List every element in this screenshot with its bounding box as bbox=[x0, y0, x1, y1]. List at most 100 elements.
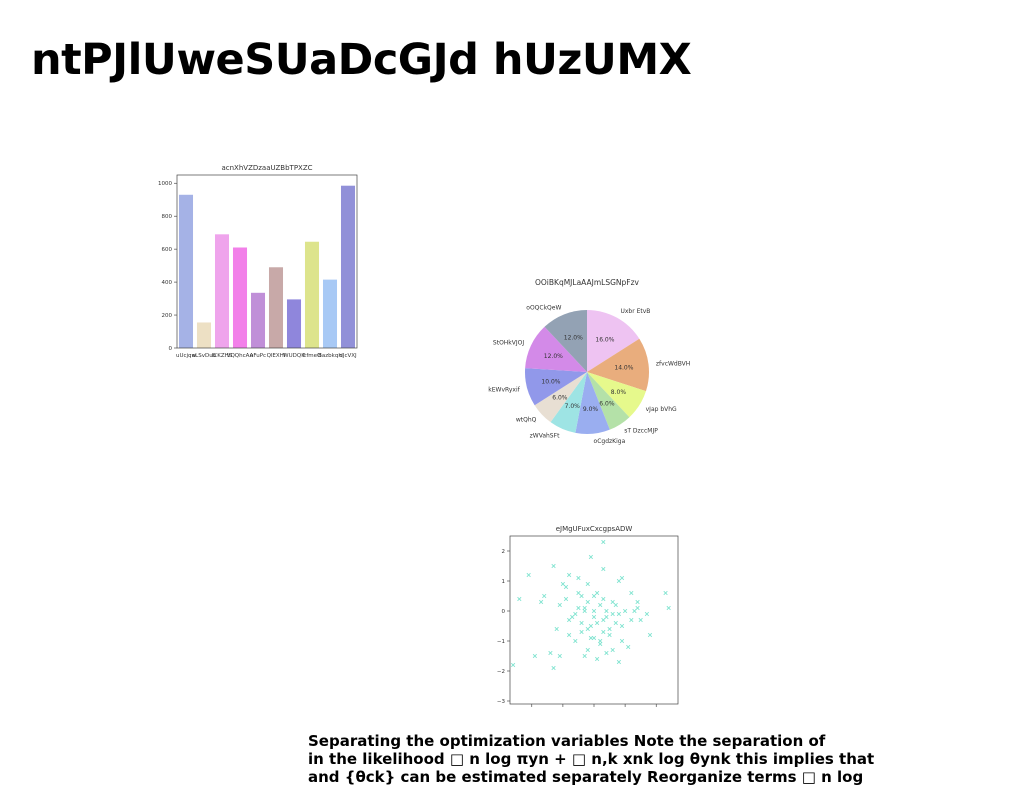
pie-slice bbox=[544, 310, 587, 372]
scatter-point bbox=[626, 644, 631, 650]
slice-percent-label: 10.0% bbox=[541, 378, 560, 385]
scatter-point bbox=[610, 599, 615, 605]
scatter-point bbox=[613, 620, 618, 626]
scatter-point bbox=[542, 593, 547, 599]
slice-label: StOHkVJOJ bbox=[493, 339, 524, 346]
slice-label: sT DzccMJP bbox=[624, 428, 658, 435]
x-tick-label: ltfmeO bbox=[303, 353, 322, 359]
scatter-point bbox=[619, 638, 625, 644]
y-tick-label: −2 bbox=[497, 669, 505, 675]
scatter-point bbox=[647, 632, 653, 638]
scatter-point bbox=[594, 656, 600, 662]
scatter-point bbox=[591, 614, 597, 620]
y-tick-label: −1 bbox=[497, 639, 505, 645]
slice-percent-label: 8.0% bbox=[611, 389, 627, 396]
x-tick-label: ICKZHS bbox=[212, 353, 233, 359]
slice-percent-label: 12.0% bbox=[564, 334, 583, 341]
bar bbox=[250, 292, 266, 348]
scatter-point bbox=[576, 605, 581, 611]
bar bbox=[286, 299, 302, 348]
scatter-point bbox=[526, 572, 531, 578]
scatter-point bbox=[619, 575, 625, 581]
bar-chart: acnXhVZDzaaUZBbTPXZC uUcjqweLSvDubICKZHSV… bbox=[158, 164, 358, 359]
scatter-point bbox=[582, 653, 587, 659]
scatter-point bbox=[607, 626, 612, 632]
scatter-point bbox=[610, 611, 615, 617]
y-tick-label: 0 bbox=[502, 609, 506, 615]
scatter-point bbox=[594, 620, 600, 626]
slice-label: zfvcWdBVH bbox=[656, 360, 690, 367]
x-tick-label: dJcVXJ bbox=[339, 353, 357, 359]
pie-slice bbox=[575, 372, 610, 434]
scatter-point bbox=[551, 665, 556, 671]
scatter-point bbox=[632, 608, 637, 614]
scatter-point bbox=[548, 650, 553, 656]
page-title: ntPJlUweSUaDcGJd hUzUMX bbox=[31, 35, 692, 85]
scatter-point bbox=[585, 599, 590, 605]
scatter-point bbox=[629, 617, 634, 623]
x-tick-label: Bazbkqh bbox=[318, 353, 342, 359]
slice-percent-label: 7.0% bbox=[565, 403, 581, 410]
scatter-point bbox=[538, 599, 544, 605]
scatter-point bbox=[576, 575, 581, 581]
pie-chart: OOiBKqMJLaAAJmLSGNpFzv 16.0% Uxbr EtvB 14.0… bbox=[488, 278, 690, 445]
scatter-point bbox=[563, 584, 569, 590]
scatter-point bbox=[510, 662, 516, 668]
scatter-point bbox=[594, 590, 600, 596]
pie-slice bbox=[534, 372, 587, 423]
bar bbox=[214, 234, 230, 348]
y-tick-label: 800 bbox=[162, 214, 173, 220]
scatter-point bbox=[554, 626, 559, 632]
pie-slice bbox=[587, 372, 646, 418]
y-tick-label: 200 bbox=[162, 313, 173, 319]
y-tick-label: 1000 bbox=[158, 181, 172, 187]
scatter-point bbox=[591, 635, 597, 641]
scatter-point bbox=[557, 653, 562, 659]
pie-slice bbox=[525, 368, 587, 406]
slice-label: kEWvRyxif bbox=[488, 386, 520, 393]
bar bbox=[304, 241, 320, 348]
bar bbox=[196, 322, 212, 348]
scatter-point bbox=[607, 632, 612, 638]
pie-slice bbox=[525, 326, 587, 372]
scatter-point bbox=[573, 638, 578, 644]
scatter-point bbox=[598, 602, 603, 608]
scatter-point bbox=[557, 602, 562, 608]
body-line: and {θck} can be estimated separately Re… bbox=[308, 768, 864, 786]
scatter-point bbox=[579, 620, 584, 626]
scatter-point bbox=[566, 632, 572, 638]
scatter-point bbox=[573, 611, 578, 617]
chart-title: eJMgUFuxCxcgpsADW bbox=[556, 525, 633, 533]
scatter-point bbox=[616, 578, 622, 584]
scatter-point bbox=[613, 602, 618, 608]
scatter-point bbox=[585, 581, 590, 587]
scatter-point bbox=[629, 590, 634, 596]
scatter-point bbox=[663, 590, 668, 596]
slice-label: zWVahSFt bbox=[530, 433, 560, 440]
x-tick-label: eLSvDub bbox=[192, 353, 217, 359]
scatter-point bbox=[585, 647, 590, 653]
pie-slice bbox=[587, 372, 630, 430]
plot-frame bbox=[176, 174, 358, 349]
scatter-point bbox=[598, 641, 603, 647]
scatter-point bbox=[619, 623, 625, 629]
slice-label: oCgdzKiga bbox=[594, 438, 626, 445]
scatter-point bbox=[601, 566, 606, 572]
scatter-point bbox=[604, 608, 609, 614]
x-tick-label: uFuPc bbox=[250, 353, 266, 359]
slice-percent-label: 9.0% bbox=[583, 406, 599, 413]
scatter-point bbox=[601, 539, 606, 545]
slice-label: Uxbr EtvB bbox=[620, 308, 650, 315]
slice-percent-label: 16.0% bbox=[595, 336, 614, 343]
slice-percent-label: 6.0% bbox=[552, 394, 568, 401]
pie-slice bbox=[587, 310, 640, 372]
pie-slice bbox=[550, 372, 587, 433]
x-tick-label: uUcjqw bbox=[176, 353, 197, 359]
scatter-point bbox=[601, 629, 606, 635]
scatter-point bbox=[570, 614, 575, 620]
scatter-point bbox=[644, 611, 650, 617]
scatter-point bbox=[532, 653, 538, 659]
slice-percent-label: 6.0% bbox=[599, 400, 615, 407]
scatter-point bbox=[616, 611, 622, 617]
